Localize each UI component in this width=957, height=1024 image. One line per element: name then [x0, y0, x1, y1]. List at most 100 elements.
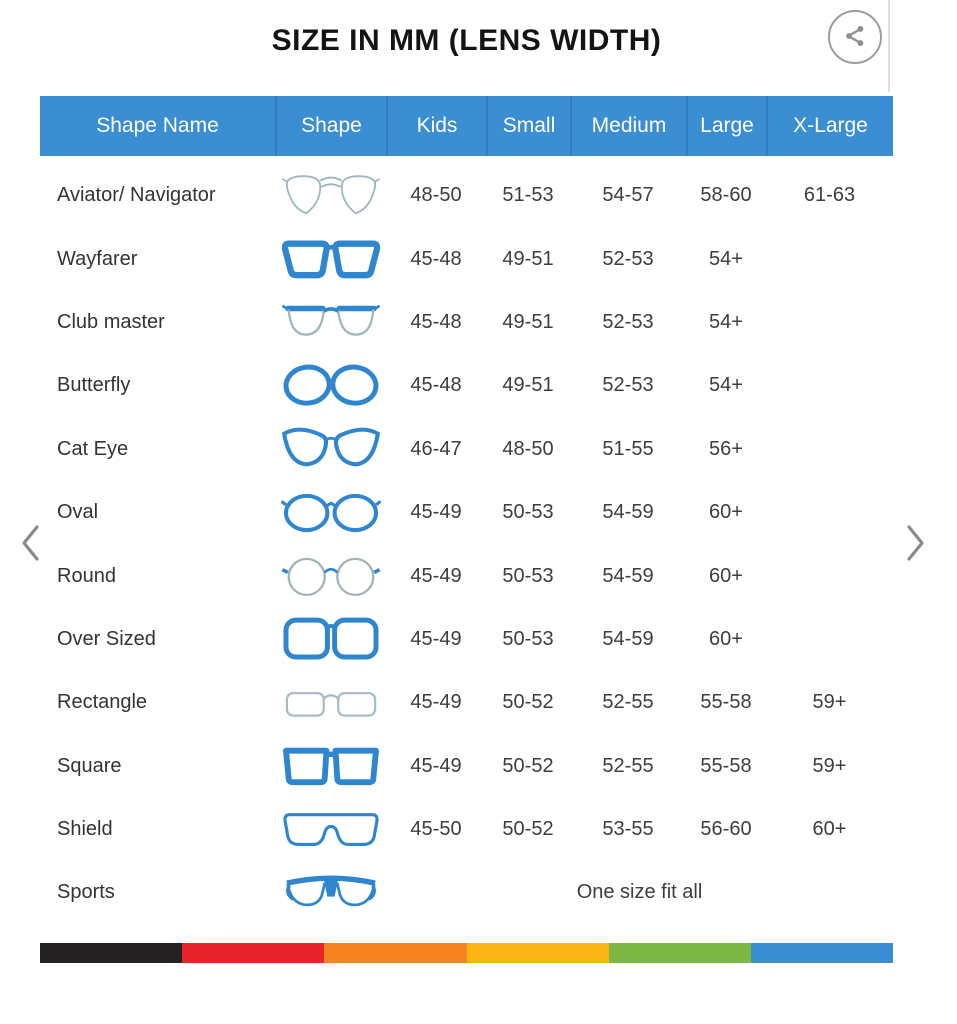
page-title: SIZE IN MM (LENS WIDTH) [271, 24, 662, 57]
carousel-next-button[interactable] [894, 520, 938, 568]
size-value-kids: 45-49 [410, 627, 462, 650]
table-header-row: Shape Name Shape Kids Small Medium Large… [40, 96, 893, 156]
size-value-xlarge: 60+ [812, 818, 847, 841]
column-header-kids: Kids [386, 96, 486, 156]
brand-color-bar [40, 943, 894, 963]
size-value-medium: 52-53 [602, 310, 654, 333]
size-value-large: 60+ [709, 564, 743, 587]
size-value-kids: 45-48 [410, 247, 462, 270]
shape-name-label: Sports [57, 881, 115, 904]
shape-name-label: Rectangle [57, 691, 148, 714]
table-row: Butterfly 45-48 49-51 52-53 54+ [40, 354, 893, 417]
size-value-xlarge: 59+ [812, 754, 847, 777]
size-value-medium: 54-59 [602, 501, 654, 524]
column-header-medium: Medium [570, 96, 686, 156]
size-value-kids: 45-49 [410, 501, 462, 524]
size-value-kids: 48-50 [410, 184, 462, 207]
size-value-medium: 51-55 [602, 437, 654, 460]
chevron-left-icon [15, 521, 45, 568]
size-value-small: 50-53 [502, 627, 554, 650]
size-value-kids: 45-49 [410, 754, 462, 777]
size-value-kids: 45-48 [410, 310, 462, 333]
carousel-prev-button[interactable] [8, 520, 52, 568]
size-value-medium: 53-55 [602, 818, 654, 841]
color-bar-segment-red [182, 943, 325, 963]
color-bar-segment-orange [324, 943, 467, 963]
chevron-right-icon [901, 521, 931, 568]
rectangle-glasses-icon [275, 676, 386, 730]
round-glasses-icon [275, 549, 386, 603]
table-row: Round 45-49 50-53 54-59 60+ [40, 544, 893, 607]
column-header-shape-name: Shape Name [96, 114, 219, 137]
shape-name-label: Shield [57, 818, 113, 841]
size-value-xlarge: 61-63 [803, 184, 856, 207]
table-row: Square 45-49 50-52 52-55 55-58 59+ [40, 735, 893, 798]
wayfarer-glasses-icon [275, 232, 386, 286]
share-icon [842, 23, 868, 52]
size-value-large: 60+ [709, 501, 743, 524]
size-value-small: 50-52 [502, 691, 554, 714]
size-value-large: 54+ [709, 310, 743, 333]
size-value-small: 50-52 [502, 818, 554, 841]
size-value-small: 49-51 [502, 310, 554, 333]
table-row: Sports One size fit all [40, 861, 893, 924]
shape-name-label: Aviator/ Navigator [57, 184, 216, 207]
sports-glasses-icon [275, 866, 386, 920]
table-row: Over Sized 45-49 50-53 54-59 60+ [40, 608, 893, 671]
size-value-small: 50-53 [502, 501, 554, 524]
column-header-small: Small [486, 96, 570, 156]
aviator-glasses-icon [275, 169, 386, 223]
size-value-kids: 45-48 [410, 374, 462, 397]
size-value-medium: 52-53 [602, 247, 654, 270]
size-value-kids: 45-49 [410, 564, 462, 587]
size-value-large: 54+ [709, 374, 743, 397]
table-row: Shield 45-50 50-52 53-55 56-60 60+ [40, 798, 893, 861]
cateye-glasses-icon [275, 422, 386, 476]
shape-name-label: Butterfly [57, 374, 131, 397]
shape-name-label: Wayfarer [57, 247, 138, 270]
butterfly-glasses-icon [275, 359, 386, 413]
column-header-xlarge: X-Large [766, 96, 893, 156]
shape-name-label: Oval [57, 501, 99, 524]
column-header-large: Large [686, 96, 766, 156]
size-value-kids: 45-49 [410, 691, 462, 714]
size-value-medium: 52-53 [602, 374, 654, 397]
size-value-medium: 54-57 [602, 184, 654, 207]
size-value-large: 56-60 [700, 818, 752, 841]
oval-glasses-icon [275, 486, 386, 540]
shape-name-label: Club master [57, 310, 165, 333]
color-bar-segment-green [608, 943, 751, 963]
size-value-xlarge: 59+ [812, 691, 847, 714]
size-value-kids: 45-50 [410, 818, 462, 841]
size-value-large: 54+ [709, 247, 743, 270]
square-glasses-icon [275, 739, 386, 793]
table-row: Aviator/ Navigator 48-50 51-53 54-57 58-60 6… [40, 164, 893, 227]
shape-name-label: Round [57, 564, 116, 587]
size-value-small: 49-51 [502, 247, 554, 270]
size-value-large: 55-58 [700, 754, 752, 777]
size-value-medium: 54-59 [602, 564, 654, 587]
table-row: Cat Eye 46-47 48-50 51-55 56+ [40, 418, 893, 481]
size-value-large: 56+ [709, 437, 743, 460]
size-value-small: 49-51 [502, 374, 554, 397]
color-bar-segment-blue [750, 943, 894, 963]
clubmaster-glasses-icon [275, 295, 386, 349]
size-value-small: 50-53 [502, 564, 554, 587]
shield-glasses-icon [275, 803, 386, 857]
size-value-small: 48-50 [502, 437, 554, 460]
shape-name-label: Cat Eye [57, 437, 129, 460]
color-bar-segment-black [40, 943, 183, 963]
table-row: Wayfarer 45-48 49-51 52-53 54+ [40, 227, 893, 290]
color-bar-segment-yellow [466, 943, 609, 963]
share-button[interactable] [828, 10, 882, 64]
size-value-small: 51-53 [502, 184, 554, 207]
size-value-medium: 54-59 [602, 627, 654, 650]
table-body: Aviator/ Navigator 48-50 51-53 54-57 58-60 6… [40, 164, 893, 925]
table-row: Rectangle 45-49 50-52 52-55 55-58 59+ [40, 671, 893, 734]
shape-name-label: Square [57, 754, 122, 777]
carousel-slide-edge [888, 0, 890, 92]
table-row: Oval 45-49 50-53 54-59 60+ [40, 481, 893, 544]
table-row: Club master 45-48 49-51 52-53 54+ [40, 291, 893, 354]
size-value-large: 55-58 [700, 691, 752, 714]
